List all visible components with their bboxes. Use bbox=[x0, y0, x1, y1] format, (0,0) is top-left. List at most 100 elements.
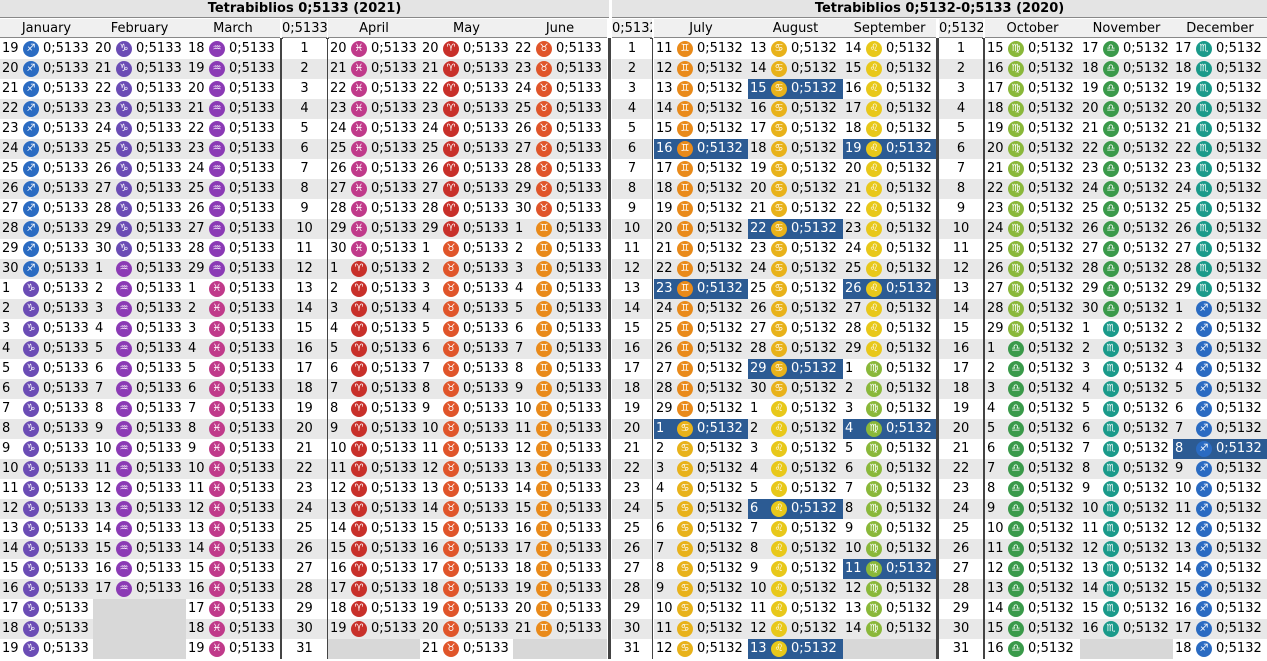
day-cell-aug[interactable]: 6 ♌ 0;5132 bbox=[748, 499, 843, 519]
day-cell-oct[interactable]: 12 ♎ 0;5132 bbox=[985, 559, 1080, 579]
month-header-rownumR[interactable]: 0;5132 bbox=[939, 19, 983, 38]
day-cell-jan[interactable]: 9 ♑ 0;5133 bbox=[0, 439, 93, 459]
day-cell-jan[interactable]: 28 ♐ 0;5133 bbox=[0, 219, 93, 239]
day-cell-dec[interactable]: 24 ♏ 0;5132 bbox=[1173, 179, 1267, 199]
day-cell-sep[interactable]: 27 ♌ 0;5132 bbox=[843, 299, 936, 319]
day-cell-sep[interactable]: 11 ♍ 0;5132 bbox=[843, 559, 936, 579]
day-cell-jun[interactable]: 17 ♊ 0;5133 bbox=[513, 539, 607, 559]
day-cell-nov[interactable]: 21 ♎ 0;5132 bbox=[1080, 119, 1173, 139]
day-cell-jan[interactable]: 1 ♑ 0;5133 bbox=[0, 279, 93, 299]
day-cell-may[interactable]: 2 ♉ 0;5133 bbox=[420, 259, 513, 279]
day-cell-apr[interactable]: 30 ♓ 0;5133 bbox=[328, 239, 420, 259]
day-cell-mar[interactable]: 16 ♓ 0;5133 bbox=[186, 579, 280, 599]
day-cell-may[interactable]: 16 ♉ 0;5133 bbox=[420, 539, 513, 559]
day-cell-sep[interactable]: 25 ♌ 0;5132 bbox=[843, 259, 936, 279]
day-cell-jun[interactable]: 8 ♊ 0;5133 bbox=[513, 359, 607, 379]
day-cell-apr[interactable]: 10 ♈ 0;5133 bbox=[328, 439, 420, 459]
day-cell-jun[interactable]: 20 ♊ 0;5133 bbox=[513, 599, 607, 619]
day-cell-apr[interactable]: 11 ♈ 0;5133 bbox=[328, 459, 420, 479]
day-cell-apr[interactable]: 16 ♈ 0;5133 bbox=[328, 559, 420, 579]
day-cell-apr[interactable]: 8 ♈ 0;5133 bbox=[328, 399, 420, 419]
day-cell-apr[interactable]: 2 ♈ 0;5133 bbox=[328, 279, 420, 299]
day-cell-may[interactable]: 6 ♉ 0;5133 bbox=[420, 339, 513, 359]
day-cell-oct[interactable]: 17 ♍ 0;5132 bbox=[985, 79, 1080, 99]
day-cell-nov[interactable]: 1 ♏ 0;5132 bbox=[1080, 319, 1173, 339]
day-cell-oct[interactable]: 3 ♎ 0;5132 bbox=[985, 379, 1080, 399]
day-cell-jun[interactable]: 3 ♊ 0;5133 bbox=[513, 259, 607, 279]
day-cell-mar[interactable]: 9 ♓ 0;5133 bbox=[186, 439, 280, 459]
day-cell-jun[interactable]: 12 ♊ 0;5133 bbox=[513, 439, 607, 459]
day-cell-jun[interactable]: 22 ♉ 0;5133 bbox=[513, 39, 607, 59]
day-cell-apr[interactable]: 22 ♓ 0;5133 bbox=[328, 79, 420, 99]
day-cell-aug[interactable]: 28 ♋ 0;5132 bbox=[748, 339, 843, 359]
day-cell-jun[interactable]: 15 ♊ 0;5133 bbox=[513, 499, 607, 519]
day-cell-apr[interactable]: 19 ♈ 0;5133 bbox=[328, 619, 420, 639]
day-cell-apr[interactable]: 23 ♓ 0;5133 bbox=[328, 99, 420, 119]
month-header-jan[interactable]: January bbox=[0, 19, 93, 38]
day-cell-oct[interactable]: 6 ♎ 0;5132 bbox=[985, 439, 1080, 459]
day-cell-aug[interactable]: 12 ♌ 0;5132 bbox=[748, 619, 843, 639]
day-cell-jan[interactable]: 30 ♐ 0;5133 bbox=[0, 259, 93, 279]
day-cell-nov[interactable]: 18 ♎ 0;5132 bbox=[1080, 59, 1173, 79]
day-cell-dec[interactable]: 4 ♐ 0;5132 bbox=[1173, 359, 1267, 379]
day-cell-mar[interactable]: 29 ♒ 0;5133 bbox=[186, 259, 280, 279]
day-cell-jun[interactable]: 28 ♉ 0;5133 bbox=[513, 159, 607, 179]
day-cell-dec[interactable]: 8 ♐ 0;5132 bbox=[1173, 439, 1267, 459]
day-cell-aug[interactable]: 13 ♌ 0;5132 bbox=[748, 639, 843, 659]
day-cell-may[interactable]: 21 ♉ 0;5133 bbox=[420, 639, 513, 659]
day-cell-feb[interactable]: 30 ♑ 0;5133 bbox=[93, 239, 186, 259]
day-cell-mar[interactable]: 8 ♓ 0;5133 bbox=[186, 419, 280, 439]
day-cell-nov[interactable]: 4 ♏ 0;5132 bbox=[1080, 379, 1173, 399]
day-cell-sep[interactable]: 10 ♍ 0;5132 bbox=[843, 539, 936, 559]
day-cell-dec[interactable]: 13 ♐ 0;5132 bbox=[1173, 539, 1267, 559]
day-cell-feb[interactable]: 4 ♒ 0;5133 bbox=[93, 319, 186, 339]
day-cell-jul[interactable]: 8 ♋ 0;5132 bbox=[654, 559, 748, 579]
day-cell-oct[interactable]: 28 ♍ 0;5132 bbox=[985, 299, 1080, 319]
day-cell-sep[interactable]: 24 ♌ 0;5132 bbox=[843, 239, 936, 259]
day-cell-aug[interactable]: 15 ♋ 0;5132 bbox=[748, 79, 843, 99]
day-cell-sep[interactable]: 26 ♌ 0;5132 bbox=[843, 279, 936, 299]
day-cell-jan[interactable]: 18 ♑ 0;5133 bbox=[0, 619, 93, 639]
day-cell-feb[interactable]: 5 ♒ 0;5133 bbox=[93, 339, 186, 359]
day-cell-oct[interactable]: 15 ♍ 0;5132 bbox=[985, 39, 1080, 59]
day-cell-dec[interactable]: 1 ♐ 0;5132 bbox=[1173, 299, 1267, 319]
day-cell-jul[interactable]: 6 ♋ 0;5132 bbox=[654, 519, 748, 539]
day-cell-sep[interactable]: 6 ♍ 0;5132 bbox=[843, 459, 936, 479]
day-cell-mar[interactable]: 1 ♓ 0;5133 bbox=[186, 279, 280, 299]
day-cell-feb[interactable]: 22 ♑ 0;5133 bbox=[93, 79, 186, 99]
day-cell-dec[interactable]: 15 ♐ 0;5132 bbox=[1173, 579, 1267, 599]
day-cell-aug[interactable]: 24 ♋ 0;5132 bbox=[748, 259, 843, 279]
day-cell-may[interactable]: 13 ♉ 0;5133 bbox=[420, 479, 513, 499]
day-cell-aug[interactable]: 18 ♋ 0;5132 bbox=[748, 139, 843, 159]
day-cell-jun[interactable]: 4 ♊ 0;5133 bbox=[513, 279, 607, 299]
day-cell-jan[interactable]: 8 ♑ 0;5133 bbox=[0, 419, 93, 439]
day-cell-may[interactable]: 21 ♈ 0;5133 bbox=[420, 59, 513, 79]
day-cell-jun[interactable]: 11 ♊ 0;5133 bbox=[513, 419, 607, 439]
day-cell-nov[interactable]: 19 ♎ 0;5132 bbox=[1080, 79, 1173, 99]
day-cell-jul[interactable]: 22 ♊ 0;5132 bbox=[654, 259, 748, 279]
day-cell-mar[interactable]: 3 ♓ 0;5133 bbox=[186, 319, 280, 339]
day-cell-jun[interactable]: 16 ♊ 0;5133 bbox=[513, 519, 607, 539]
day-cell-mar[interactable]: 26 ♒ 0;5133 bbox=[186, 199, 280, 219]
day-cell-feb[interactable]: 2 ♒ 0;5133 bbox=[93, 279, 186, 299]
day-cell-nov[interactable]: 29 ♎ 0;5132 bbox=[1080, 279, 1173, 299]
day-cell-oct[interactable]: 18 ♍ 0;5132 bbox=[985, 99, 1080, 119]
day-cell-sep[interactable]: 4 ♍ 0;5132 bbox=[843, 419, 936, 439]
day-cell-jan[interactable]: 25 ♐ 0;5133 bbox=[0, 159, 93, 179]
day-cell-jun[interactable]: 26 ♉ 0;5133 bbox=[513, 119, 607, 139]
day-cell-nov[interactable]: 7 ♏ 0;5132 bbox=[1080, 439, 1173, 459]
day-cell-feb[interactable]: 23 ♑ 0;5133 bbox=[93, 99, 186, 119]
day-cell-sep[interactable]: 14 ♌ 0;5132 bbox=[843, 39, 936, 59]
month-header-feb[interactable]: February bbox=[93, 19, 186, 38]
day-cell-apr[interactable]: 24 ♓ 0;5133 bbox=[328, 119, 420, 139]
day-cell-feb[interactable]: 10 ♒ 0;5133 bbox=[93, 439, 186, 459]
day-cell-oct[interactable]: 20 ♍ 0;5132 bbox=[985, 139, 1080, 159]
day-cell-jan[interactable]: 20 ♐ 0;5133 bbox=[0, 59, 93, 79]
day-cell-aug[interactable]: 17 ♋ 0;5132 bbox=[748, 119, 843, 139]
day-cell-dec[interactable]: 14 ♐ 0;5132 bbox=[1173, 559, 1267, 579]
day-cell-dec[interactable]: 23 ♏ 0;5132 bbox=[1173, 159, 1267, 179]
day-cell-oct[interactable]: 29 ♍ 0;5132 bbox=[985, 319, 1080, 339]
day-cell-dec[interactable]: 3 ♐ 0;5132 bbox=[1173, 339, 1267, 359]
month-header-apr[interactable]: April bbox=[328, 19, 420, 38]
day-cell-jul[interactable]: 15 ♊ 0;5132 bbox=[654, 119, 748, 139]
